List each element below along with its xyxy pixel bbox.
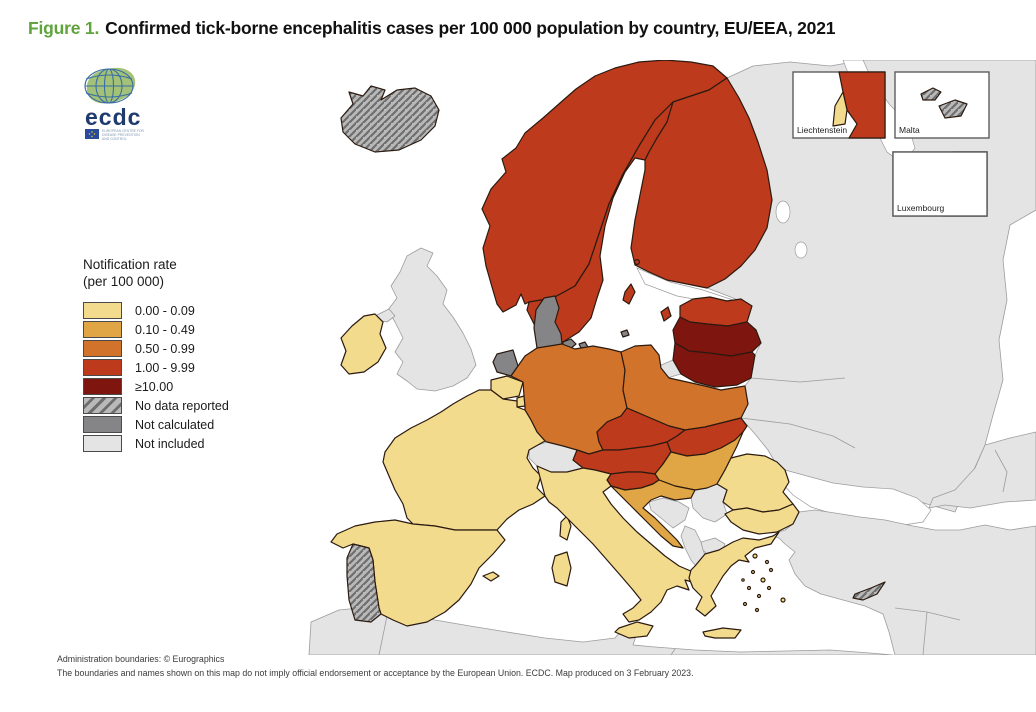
legend-label-4: ≥10.00: [135, 379, 174, 394]
map-footnote: Administration boundaries: © Eurographic…: [57, 653, 694, 680]
legend-swatch-2: [83, 340, 122, 357]
inset-malta: Malta: [894, 71, 990, 139]
inset-malta-shape: [938, 99, 968, 119]
map-legend: Notification rate (per 100 000) 0.00 - 0…: [83, 256, 229, 453]
legend-label-6: Not calculated: [135, 417, 215, 432]
legend-label-7: Not included: [135, 436, 205, 451]
ecdc-logo: ecdc EUROPEAN CENTRE FOR DISEASE PREVENT…: [73, 65, 165, 152]
legend-title: Notification rate (per 100 000): [83, 256, 229, 290]
europe-map: Liechtenstein Malta Luxembourg: [55, 59, 1036, 656]
legend-title-line2: (per 100 000): [83, 274, 165, 289]
legend-label-1: 0.10 - 0.49: [135, 322, 195, 337]
country-france: [382, 389, 546, 531]
island-aland: [633, 259, 640, 266]
legend-item: 0.10 - 0.49: [83, 320, 229, 339]
country-ireland: [340, 313, 387, 375]
legend-label-5: No data reported: [135, 398, 229, 413]
island-sardinia: [551, 551, 572, 587]
country-finland: [630, 77, 773, 289]
figure-title: Figure 1. Confirmed tick-borne encephalit…: [28, 18, 835, 39]
legend-title-line1: Notification rate: [83, 257, 177, 272]
country-greece: [688, 531, 780, 617]
legend-item: Not included: [83, 434, 229, 453]
country-bulgaria: [724, 503, 800, 535]
figure-label: Figure 1.: [28, 18, 100, 38]
legend-swatch-6: [83, 416, 122, 433]
legend-swatch-7: [83, 435, 122, 452]
black-sea: [780, 469, 932, 527]
legend-item: 1.00 - 9.99: [83, 358, 229, 377]
country-iceland: [340, 85, 440, 153]
inset-luxembourg-label: Luxembourg: [897, 203, 945, 213]
island-gotland: [622, 283, 636, 305]
legend-item: No data reported: [83, 396, 229, 415]
island-bornholm: [620, 329, 630, 338]
inset-liechtenstein: Liechtenstein: [792, 71, 886, 139]
country-croatia: [610, 479, 696, 549]
inset-luxembourg: Luxembourg: [892, 151, 988, 217]
legend-label-2: 0.50 - 0.99: [135, 341, 195, 356]
island-saaremaa: [660, 306, 672, 322]
legend-item: Not calculated: [83, 415, 229, 434]
legend-item: 0.00 - 0.09: [83, 301, 229, 320]
region-caucasus: [928, 431, 1036, 509]
island-crete: [702, 627, 742, 639]
border-lines-africa: [378, 615, 676, 656]
footnote-line1: Administration boundaries: © Eurographic…: [57, 654, 225, 664]
figure-title-text: Confirmed tick-borne encephalitis cases …: [105, 18, 836, 38]
ecdc-org-name: EUROPEAN CENTRE FOR DISEASE PREVENTION A…: [102, 129, 145, 141]
legend-item: 0.50 - 0.99: [83, 339, 229, 358]
svg-text:EUROPEAN CENTRE FOR: EUROPEAN CENTRE FOR: [102, 129, 145, 133]
inset-gozo-shape: [920, 87, 942, 101]
country-bosnia: [648, 497, 690, 529]
legend-swatch-5: [83, 397, 122, 414]
legend-label-0: 0.00 - 0.09: [135, 303, 195, 318]
inset-liechtenstein-label: Liechtenstein: [797, 125, 847, 135]
globe-icon: [84, 67, 136, 104]
border-lines-levant: [894, 607, 961, 656]
inset-liechtenstein-shape: [832, 91, 848, 127]
footnote-line2: The boundaries and names shown on this m…: [57, 667, 694, 678]
border-lines-east: [740, 377, 1008, 493]
svg-text:DISEASE PREVENTION: DISEASE PREVENTION: [102, 133, 140, 137]
legend-swatch-1: [83, 321, 122, 338]
island-sicily: [614, 621, 654, 639]
country-cyprus: [852, 581, 886, 601]
legend-item: ≥10.00: [83, 377, 229, 396]
country-portugal: [346, 543, 382, 623]
legend-swatch-3: [83, 359, 122, 376]
legend-label-3: 1.00 - 9.99: [135, 360, 195, 375]
eu-flag-icon: [85, 129, 99, 139]
ecdc-wordmark: ecdc: [85, 104, 141, 130]
legend-swatch-4: [83, 378, 122, 395]
island-mallorca: [482, 571, 500, 582]
lake-ladoga: [775, 200, 791, 224]
country-lithuania: [672, 342, 756, 388]
inset-malta-label: Malta: [899, 125, 920, 135]
svg-text:AND CONTROL: AND CONTROL: [102, 137, 127, 141]
legend-swatch-0: [83, 302, 122, 319]
lake-onega: [794, 241, 808, 259]
region-turkey: [772, 509, 1036, 656]
map-area: Liechtenstein Malta Luxembourg: [55, 59, 1036, 678]
aegean-islands: [741, 553, 786, 613]
country-italy: [536, 465, 706, 623]
